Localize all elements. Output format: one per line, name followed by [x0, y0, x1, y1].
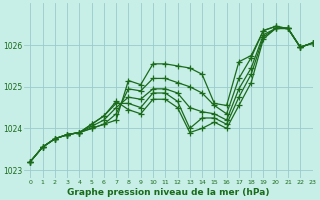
X-axis label: Graphe pression niveau de la mer (hPa): Graphe pression niveau de la mer (hPa) — [67, 188, 269, 197]
